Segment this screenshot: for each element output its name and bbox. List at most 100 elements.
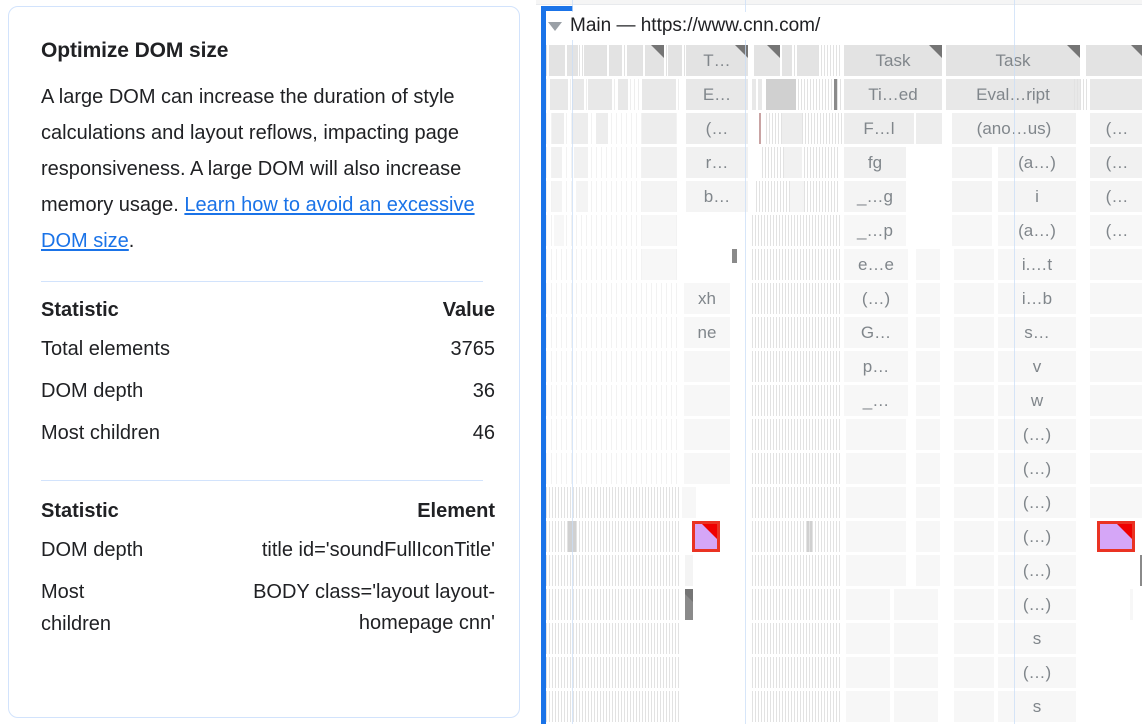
flame-block[interactable] — [618, 79, 628, 110]
flame-block[interactable] — [954, 283, 994, 314]
flame-block[interactable] — [834, 79, 837, 110]
flame-block[interactable] — [682, 487, 696, 518]
flame-block[interactable]: v — [998, 351, 1076, 382]
flame-block[interactable] — [952, 181, 992, 212]
flame-block[interactable] — [1090, 283, 1142, 314]
flame-block[interactable] — [642, 249, 676, 280]
flame-block[interactable] — [846, 453, 906, 484]
flame-block[interactable] — [684, 385, 730, 416]
flame-block[interactable]: G… — [844, 317, 908, 348]
flame-block[interactable] — [954, 385, 994, 416]
flame-block[interactable]: r… — [686, 147, 748, 178]
flame-block[interactable]: _…g — [844, 181, 906, 212]
flame-block[interactable] — [642, 147, 676, 178]
track-header[interactable]: Main — https://www.cnn.com/ — [548, 12, 831, 40]
flame-block[interactable] — [1090, 453, 1142, 484]
flame-block[interactable] — [916, 453, 940, 484]
flame-block[interactable] — [758, 79, 762, 110]
flame-block[interactable] — [954, 419, 994, 450]
flame-block[interactable] — [954, 453, 994, 484]
flame-block-long-task[interactable]: T… — [686, 45, 748, 76]
flame-block-long-task[interactable] — [1086, 45, 1142, 76]
flame-block[interactable] — [610, 45, 622, 76]
flame-block[interactable]: i — [998, 181, 1076, 212]
flame-block[interactable]: (…) — [998, 589, 1076, 620]
flame-block[interactable] — [894, 657, 938, 688]
flame-block[interactable] — [1090, 79, 1142, 110]
flame-block[interactable] — [549, 45, 565, 76]
flame-block[interactable] — [784, 147, 802, 178]
flame-block[interactable] — [1090, 249, 1142, 280]
flame-row[interactable]: e…e i.…t — [546, 248, 1142, 282]
flame-block[interactable]: (…) — [998, 555, 1076, 586]
flame-block[interactable] — [916, 113, 942, 144]
flame-block[interactable]: (… — [1090, 147, 1142, 178]
flame-block[interactable] — [954, 691, 994, 722]
flame-block[interactable] — [642, 79, 676, 110]
flame-row[interactable]: T… Task Task — [546, 44, 1142, 78]
flame-block[interactable]: (… — [686, 113, 748, 144]
flame-block[interactable] — [576, 181, 588, 212]
flame-row[interactable]: _… w — [546, 384, 1142, 418]
flame-block[interactable] — [732, 249, 737, 263]
flame-block[interactable] — [684, 351, 730, 382]
flame-block[interactable]: (… — [1090, 113, 1142, 144]
flame-block-long-task[interactable] — [646, 45, 664, 76]
flame-row[interactable]: (…) — [546, 656, 1142, 690]
flame-block[interactable] — [1090, 317, 1142, 348]
flame-block[interactable] — [846, 589, 890, 620]
flame-block[interactable] — [954, 317, 994, 348]
flame-block[interactable]: fg — [844, 147, 906, 178]
flame-block[interactable] — [846, 623, 890, 654]
flame-block[interactable] — [916, 385, 940, 416]
flame-block[interactable] — [798, 45, 818, 76]
flame-block[interactable] — [954, 555, 994, 586]
flame-block[interactable] — [1090, 385, 1142, 416]
flame-block[interactable] — [846, 487, 906, 518]
flame-block[interactable] — [846, 419, 906, 450]
flame-block[interactable] — [684, 453, 730, 484]
flame-block[interactable] — [894, 623, 938, 654]
flame-chart-panel[interactable]: Main — https://www.cnn.com/ T… Task Task — [536, 0, 1142, 724]
flame-block[interactable] — [954, 623, 994, 654]
flame-block[interactable]: (… — [1090, 181, 1142, 212]
flame-block[interactable]: (…) — [844, 283, 908, 314]
flame-row[interactable]: ne G… s… — [546, 316, 1142, 350]
flame-row[interactable]: (…) — [546, 486, 1142, 520]
flame-block[interactable]: (…) — [998, 521, 1076, 552]
flame-block[interactable]: (…) — [998, 453, 1076, 484]
flagged-entry[interactable] — [692, 521, 720, 552]
flame-block[interactable] — [916, 283, 940, 314]
flame-block[interactable] — [550, 79, 568, 110]
flame-block[interactable] — [1130, 589, 1133, 620]
flame-block[interactable] — [1090, 419, 1142, 450]
flame-block[interactable] — [1090, 351, 1142, 382]
flame-row[interactable]: (…) — [546, 554, 1142, 588]
flame-block[interactable] — [568, 521, 576, 552]
cell-element[interactable]: title id='soundFullIconTitle' — [261, 538, 495, 561]
flame-block[interactable]: w — [998, 385, 1076, 416]
flame-block[interactable] — [572, 113, 588, 144]
flame-row[interactable]: xh (…) i…b — [546, 282, 1142, 316]
flame-block[interactable] — [628, 45, 642, 76]
flame-block[interactable] — [752, 79, 756, 110]
flame-block[interactable] — [554, 215, 564, 246]
caret-down-icon[interactable] — [548, 21, 562, 31]
flame-block[interactable]: s — [998, 691, 1076, 722]
flame-block[interactable] — [846, 657, 890, 688]
flame-block[interactable] — [954, 657, 994, 688]
flame-block[interactable] — [552, 181, 562, 212]
flame-block[interactable]: _… — [844, 385, 908, 416]
flame-block[interactable]: i.…t — [998, 249, 1076, 280]
flame-block[interactable]: b… — [686, 181, 748, 212]
flame-block[interactable] — [894, 691, 938, 722]
flame-block[interactable] — [916, 419, 940, 450]
flame-block[interactable] — [684, 419, 730, 450]
flame-block[interactable]: (a…) — [998, 147, 1076, 178]
flame-block[interactable] — [759, 113, 761, 144]
flame-block[interactable]: i…b — [998, 283, 1076, 314]
flame-row[interactable]: s — [546, 622, 1142, 656]
flame-block[interactable] — [916, 487, 940, 518]
flame-block[interactable] — [642, 215, 676, 246]
flame-row[interactable]: (…) — [546, 588, 1142, 622]
